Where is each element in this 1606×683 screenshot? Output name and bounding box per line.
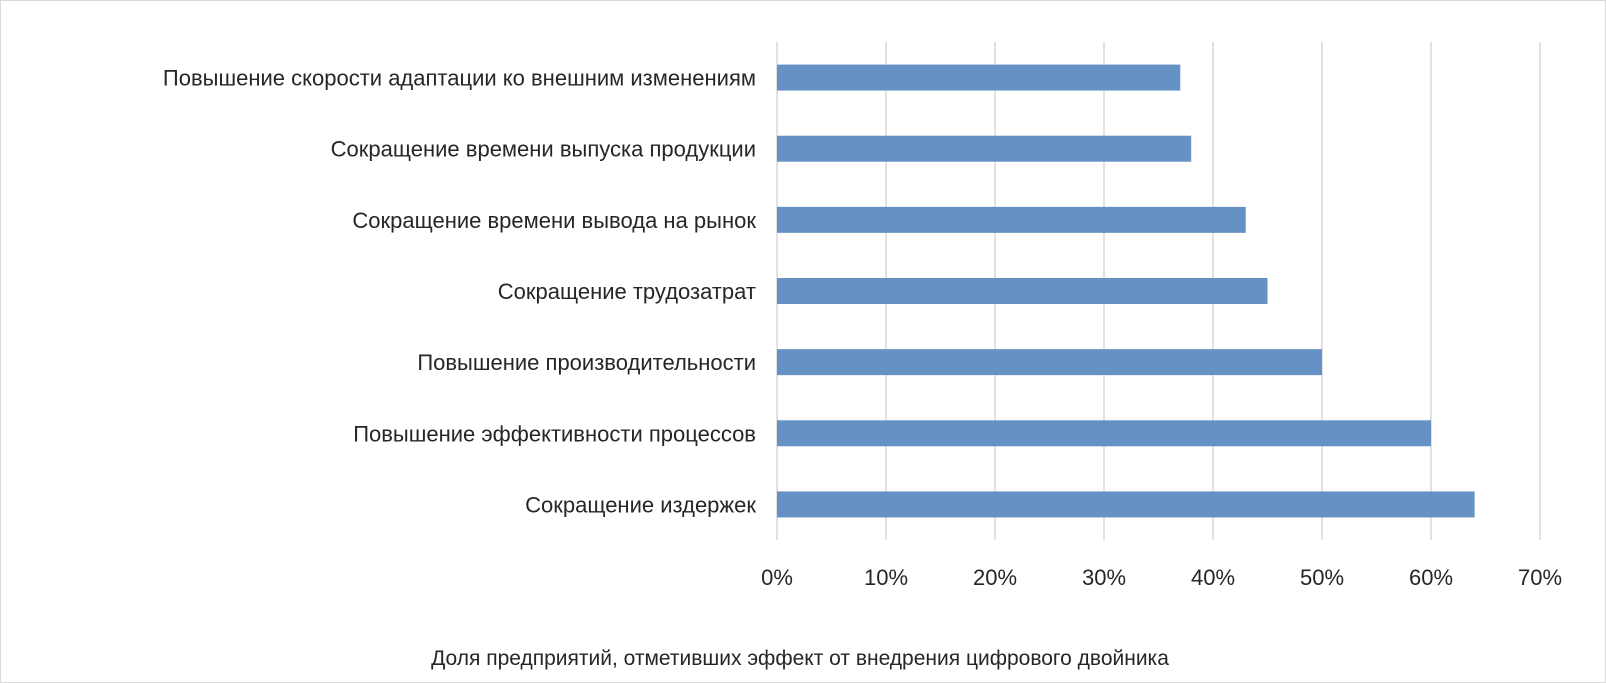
x-tick-label: 40% (1191, 565, 1235, 590)
bar (777, 206, 1246, 233)
category-label: Сокращение времени вывода на рынок (352, 208, 756, 233)
bar (777, 278, 1268, 304)
x-tick-label: 50% (1300, 565, 1344, 590)
bar (777, 64, 1181, 91)
x-tick-label: 20% (973, 565, 1017, 590)
x-tick-label: 0% (761, 565, 793, 590)
x-tick-label: 30% (1082, 565, 1126, 590)
bar (777, 491, 1475, 518)
bar (777, 135, 1192, 162)
category-label: Повышение производительности (417, 350, 756, 375)
x-tick-label: 70% (1518, 565, 1562, 590)
category-label: Сокращение трудозатрат (498, 279, 756, 304)
category-label: Повышение эффективности процессов (353, 421, 756, 446)
x-axis-title: Доля предприятий, отметивших эффект от в… (431, 647, 1169, 670)
bar (777, 349, 1322, 376)
category-label: Сокращение времени выпуска продукции (331, 137, 756, 162)
x-tick-label: 10% (864, 565, 908, 590)
category-label: Сокращение издержек (525, 492, 756, 517)
x-tick-label: 60% (1409, 565, 1453, 590)
bar (777, 420, 1431, 447)
category-label: Повышение скорости адаптации ко внешним … (163, 66, 756, 91)
